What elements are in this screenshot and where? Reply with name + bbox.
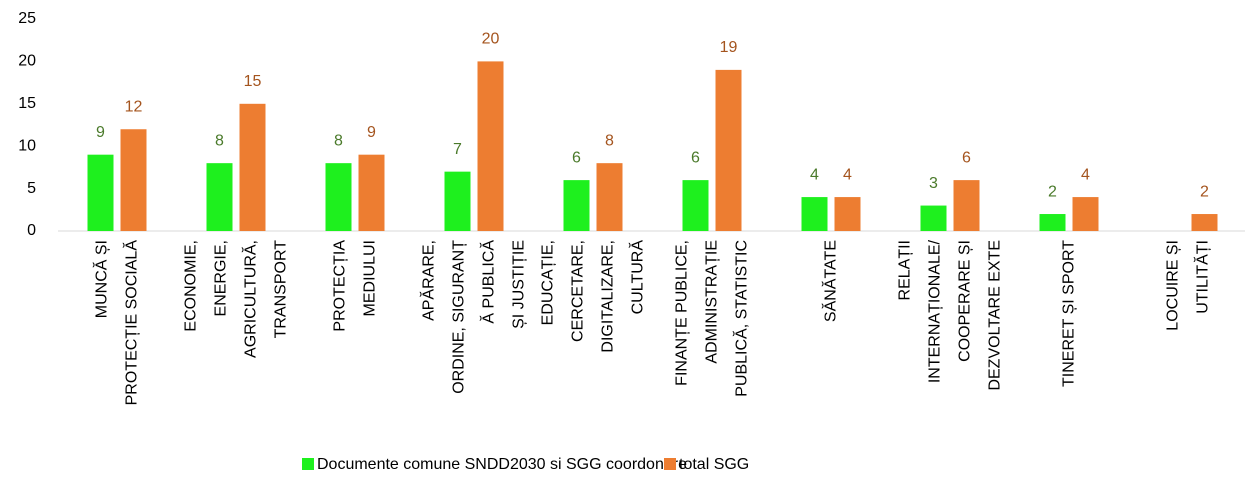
bar [563,180,590,231]
y-tick-label: 20 [18,53,36,70]
x-tick-label: COOPERARE ȘI [957,240,974,362]
bar [477,61,504,232]
x-tick-label: Ă PUBLICĂ [479,240,498,324]
x-tick-label: CERCETARE, [570,240,587,342]
y-tick-label: 10 [18,137,36,154]
x-tick-label: TRANSPORT [273,240,290,339]
x-tick-label: APĂRARE, [419,240,438,321]
x-tick-label: LOCUIRE ȘI [1165,240,1182,331]
bar [1191,214,1218,231]
value-label: 9 [96,124,105,141]
x-tick-label: ECONOMIE, [183,240,200,332]
value-label: 6 [962,149,971,166]
bar [682,180,709,231]
x-tick-label: ADMINISTRAȚIE [704,240,721,364]
x-tick-label: RELAȚII [897,240,914,300]
bar [715,69,742,231]
value-label: 2 [1048,183,1057,200]
bar [1072,197,1099,231]
value-label: 4 [810,166,819,183]
bar [358,154,385,231]
bar [801,197,828,231]
value-label: 2 [1200,183,1209,200]
value-label: 8 [605,132,614,149]
x-tick-label: TINERET ȘI SPORT [1061,240,1078,387]
x-tick-label: SĂNĂTATE [821,240,840,322]
x-tick-label: PROTECȚIA [332,240,349,332]
bar [325,163,352,231]
value-label: 20 [482,31,500,48]
bar [239,103,266,231]
bar [1039,214,1066,231]
x-tick-label: MEDIULUI [362,240,379,316]
x-tick-label: ORDINE, SIGURANȚ [451,240,468,394]
x-tick-label: DEZVOLTARE EXTE [987,240,1004,391]
value-label: 6 [691,149,700,166]
x-tick-label: UTILITĂȚI [1193,240,1212,314]
x-tick-label: PROTECȚIE SOCIALĂ [122,240,141,406]
x-tick-label: CULTURĂ [628,240,647,315]
x-tick-label: ȘI JUSTIȚIE [511,240,528,329]
value-label: 15 [244,73,262,90]
x-tick-label: INTERNAȚIONALE/ [927,239,944,383]
value-label: 8 [334,132,343,149]
x-tick-label: AGRICULTURĂ, [241,240,260,358]
bar [834,197,861,231]
value-label: 7 [453,141,462,158]
value-label: 19 [720,39,738,56]
value-label: 4 [1081,166,1090,183]
x-tick-label: ENERGIE, [213,240,230,316]
value-label: 9 [367,124,376,141]
x-tick-label: FINANȚE PUBLICE, [674,240,691,386]
y-tick-label: 0 [27,222,36,239]
value-label: 3 [929,175,938,192]
value-label: 4 [843,166,852,183]
bar [953,180,980,231]
bar [444,171,471,231]
y-tick-label: 15 [18,95,36,112]
value-label: 6 [572,149,581,166]
value-label: 12 [125,98,143,115]
y-tick-label: 25 [18,10,36,27]
legend-swatch [664,458,676,470]
legend-swatch [302,458,314,470]
legend-label: Documente comune SNDD2030 si SGG coordon… [317,456,687,473]
x-tick-label: EDUCAȚIE, [540,240,557,325]
x-tick-label: MUNCĂ ȘI [92,240,111,318]
x-tick-label: PUBLICĂ, STATISTIC [732,240,751,397]
x-tick-label: DIGITALIZARE, [600,240,617,353]
value-label: 8 [215,132,224,149]
bar [596,163,623,231]
bar [920,205,947,231]
y-tick-label: 5 [27,180,36,197]
legend-label: total SGG [679,456,749,473]
bar [120,129,147,231]
bar [206,163,233,231]
bar [87,154,114,231]
